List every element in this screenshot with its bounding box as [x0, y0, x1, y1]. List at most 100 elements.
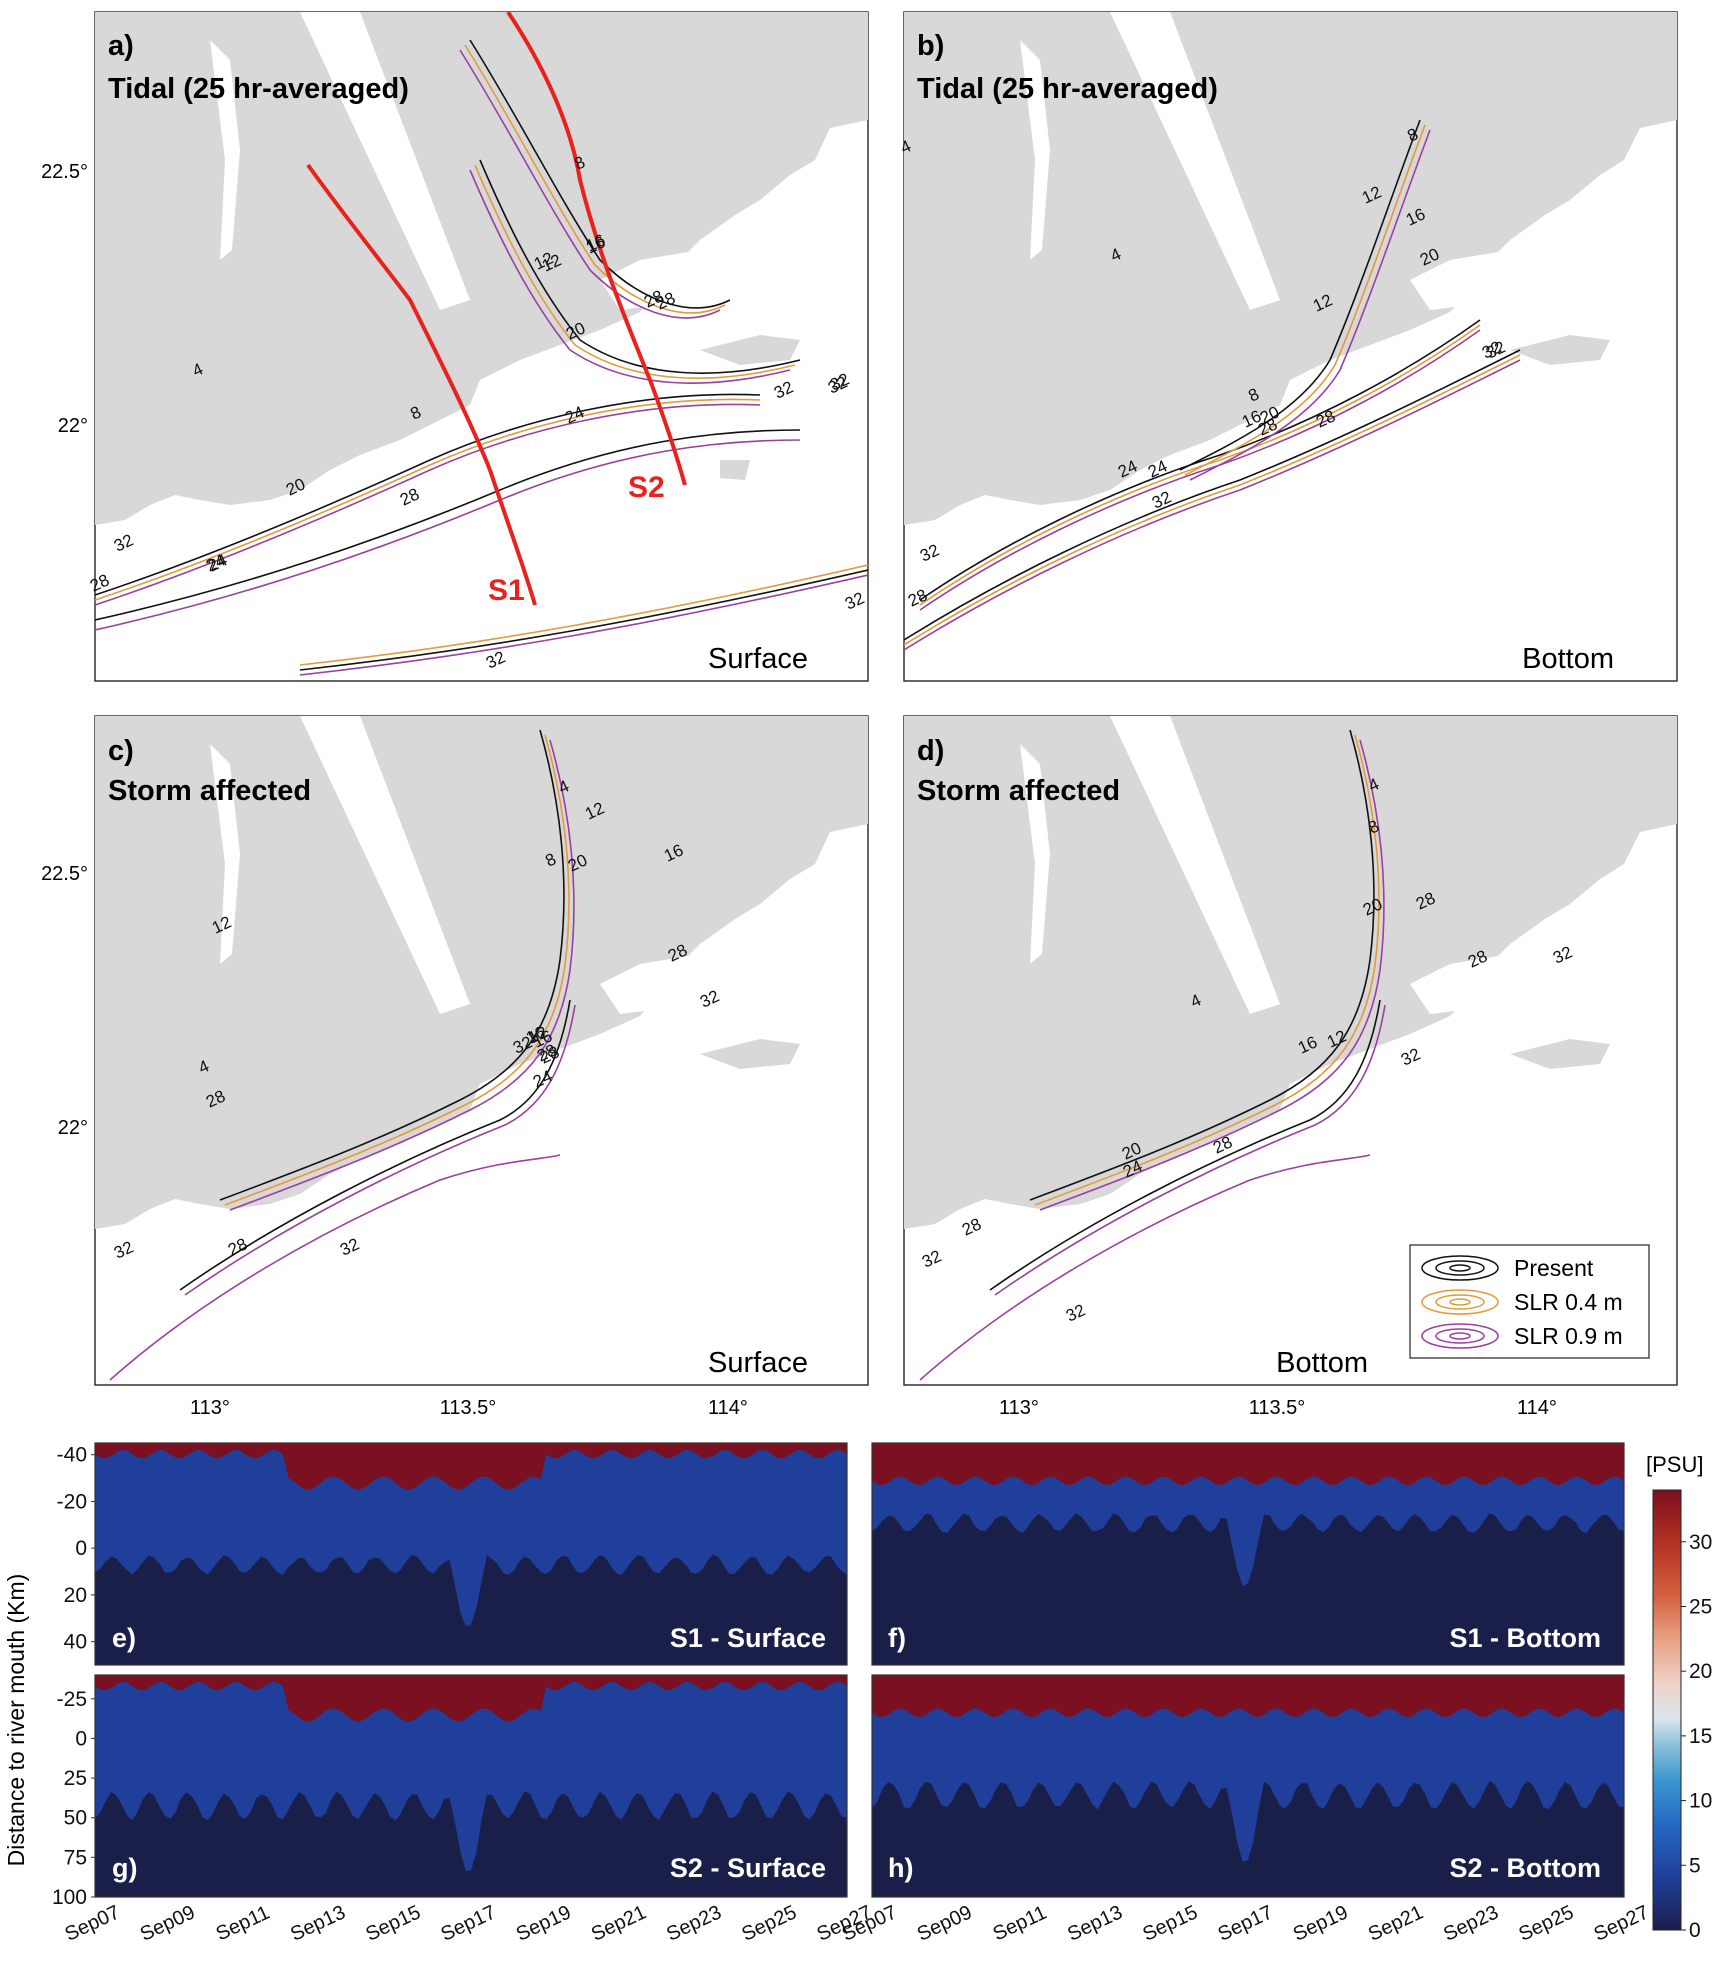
xtick-left-Sep23: Sep23	[663, 1901, 725, 1945]
ytick-s2: -25 0 25 50 75 100	[52, 1688, 95, 1909]
panel-b-title: Tidal (25 hr-averaged)	[917, 73, 1218, 105]
xtick-right-Sep13: Sep13	[1064, 1901, 1126, 1945]
xtick-right-Sep25: Sep25	[1515, 1901, 1577, 1945]
colorbar-tick-20: 20	[1689, 1660, 1712, 1683]
contours-a	[95, 39, 868, 676]
map-panel-a	[94, 11, 869, 682]
panel-h-title: S2 - Bottom	[1450, 1853, 1602, 1883]
xtick-right-Sep21: Sep21	[1365, 1901, 1427, 1945]
xtick-left: Sep07 Sep09 Sep11 Sep13 Sep15 Sep17 Sep19 Sep21…	[62, 1901, 876, 1945]
legend-slr09-label: SLR 0.9 m	[1514, 1323, 1623, 1349]
panel-f-letter: f)	[888, 1623, 906, 1653]
panel-g-title: S2 - Surface	[670, 1853, 826, 1883]
map-panel-texts: a) Tidal (25 hr-averaged) Surface b) Tid…	[108, 30, 1614, 1379]
colorbar-tick-0: 0	[1689, 1919, 1701, 1942]
ytick-s1: -40 -20 0 20 40	[57, 1444, 95, 1654]
land-mass	[904, 716, 1677, 1229]
colorbar: [PSU] 0 5 10 15 20 25 30	[1646, 1452, 1712, 1942]
lon-tick-113-c: 113°	[190, 1397, 230, 1419]
xtick-left-Sep13: Sep13	[287, 1901, 349, 1945]
section-line-s1	[306, 163, 537, 606]
xtick-right-Sep17: Sep17	[1215, 1901, 1277, 1945]
colorbar-unit: [PSU]	[1646, 1452, 1703, 1477]
ytick-s2--25: -25	[57, 1688, 87, 1711]
ytick-s2-0: 0	[75, 1727, 87, 1750]
xtick-right-Sep23: Sep23	[1440, 1901, 1502, 1945]
panel-c-title: Storm affected	[108, 775, 311, 807]
xtick-left-Sep15: Sep15	[362, 1901, 424, 1945]
ytick-s1--40: -40	[57, 1444, 87, 1467]
panel-a-letter: a)	[108, 30, 134, 62]
lon-tick-114-d: 114°	[1517, 1397, 1557, 1419]
contours-b	[904, 119, 1521, 651]
legend-slr04-icon	[1421, 1289, 1499, 1315]
panel-f-title: S1 - Bottom	[1450, 1623, 1602, 1653]
land-mass	[904, 12, 1677, 525]
xtick-right: Sep07 Sep09 Sep11 Sep13 Sep15 Sep17 Sep19 Sep21…	[839, 1901, 1653, 1945]
lat-tick-22-c: 22°	[58, 1117, 88, 1139]
panel-c-layer: Surface	[708, 1347, 808, 1379]
xtick-left-Sep17: Sep17	[438, 1901, 500, 1945]
lat-tick-22.5-a: 22.5°	[41, 161, 88, 183]
ytick-s1-20: 20	[64, 1584, 87, 1607]
xtick-right-Sep09: Sep09	[914, 1901, 976, 1945]
section-panel-texts: e) S1 - Surface f) S1 - Bottom g) S2 - S…	[112, 1623, 1601, 1883]
panel-d-layer: Bottom	[1276, 1347, 1368, 1379]
legend-slr09-icon	[1421, 1323, 1499, 1349]
xtick-right-Sep11: Sep11	[990, 1902, 1050, 1946]
panel-a-layer: Surface	[708, 643, 808, 675]
ytick-s1-0: 0	[75, 1537, 87, 1560]
map-panel-c	[94, 715, 869, 1386]
xtick-left-Sep11: Sep11	[213, 1902, 273, 1946]
panel-b-letter: b)	[917, 30, 944, 62]
section-panel-g	[94, 1674, 848, 1898]
map-panel-b	[903, 11, 1678, 682]
colorbar-tick-5: 5	[1689, 1854, 1701, 1877]
panel-e-letter: e)	[112, 1623, 136, 1653]
ytick-s2-75: 75	[64, 1846, 87, 1869]
section-line-s2	[506, 12, 687, 486]
colorbar-tick-30: 30	[1689, 1531, 1712, 1554]
colorbar-tick-25: 25	[1689, 1595, 1712, 1618]
section-panel-f	[871, 1442, 1625, 1666]
section-panel-h	[871, 1674, 1625, 1898]
xtick-left-Sep09: Sep09	[137, 1901, 199, 1945]
panel-d-letter: d)	[917, 735, 944, 767]
xtick-right-Sep07: Sep07	[839, 1901, 901, 1945]
ytick-s1-40: 40	[64, 1631, 87, 1654]
panel-a-title: Tidal (25 hr-averaged)	[108, 73, 409, 105]
lon-tick-113.5-c: 113.5°	[440, 1397, 497, 1419]
ytick-s2-100: 100	[52, 1886, 87, 1909]
xtick-left-Sep25: Sep25	[738, 1901, 800, 1945]
legend-slr04-label: SLR 0.4 m	[1514, 1289, 1623, 1315]
section-lines	[306, 12, 687, 606]
section-ylabel: Distance to river mouth (Km)	[3, 1574, 29, 1867]
xtick-left-Sep19: Sep19	[513, 1901, 575, 1945]
map-legend: Present SLR 0.4 m SLR 0.9 m	[1409, 1244, 1650, 1359]
panel-b-layer: Bottom	[1522, 643, 1614, 675]
lon-tick-113-d: 113°	[999, 1397, 1039, 1419]
xtick-right-Sep27: Sep27	[1591, 1901, 1653, 1945]
colorbar-tick-15: 15	[1689, 1725, 1712, 1748]
panel-d-title: Storm affected	[917, 775, 1120, 807]
ytick-s1--20: -20	[57, 1490, 87, 1513]
land-mass	[95, 716, 868, 1229]
ytick-s2-25: 25	[64, 1767, 87, 1790]
land-mass	[95, 12, 868, 525]
map-axis-ticks: 22.5° 22° 22.5° 22° 113° 113.5° 114° 113…	[41, 161, 1557, 1419]
section-label-s2: S2	[628, 471, 665, 504]
section-panel-e	[94, 1442, 848, 1666]
panel-c-letter: c)	[108, 735, 134, 767]
xtick-left-Sep21: Sep21	[588, 1901, 650, 1945]
lon-tick-113.5-d: 113.5°	[1249, 1397, 1306, 1419]
lon-tick-114-c: 114°	[708, 1397, 748, 1419]
lat-tick-22-a: 22°	[58, 415, 88, 437]
panel-h-letter: h)	[888, 1853, 913, 1883]
ytick-s2-50: 50	[64, 1807, 87, 1830]
xtick-right-Sep19: Sep19	[1290, 1901, 1352, 1945]
panel-e-title: S1 - Surface	[670, 1623, 826, 1653]
xtick-right-Sep15: Sep15	[1139, 1901, 1201, 1945]
legend-present-label: Present	[1514, 1255, 1594, 1281]
